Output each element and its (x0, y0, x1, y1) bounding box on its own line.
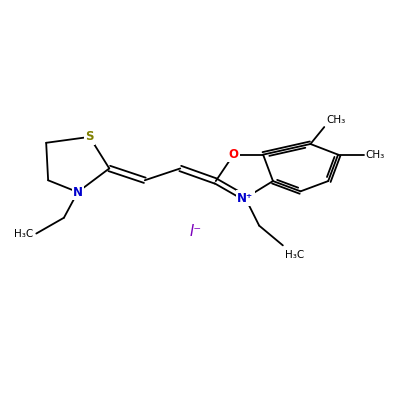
Text: N⁺: N⁺ (237, 192, 254, 204)
Text: N: N (73, 186, 83, 199)
Text: CH₃: CH₃ (366, 150, 385, 160)
Text: S: S (85, 130, 94, 143)
Text: CH₃: CH₃ (326, 115, 346, 125)
Text: O: O (228, 148, 238, 161)
Text: H₃C: H₃C (285, 250, 304, 260)
Text: H₃C: H₃C (14, 228, 33, 238)
Text: I⁻: I⁻ (190, 224, 202, 239)
